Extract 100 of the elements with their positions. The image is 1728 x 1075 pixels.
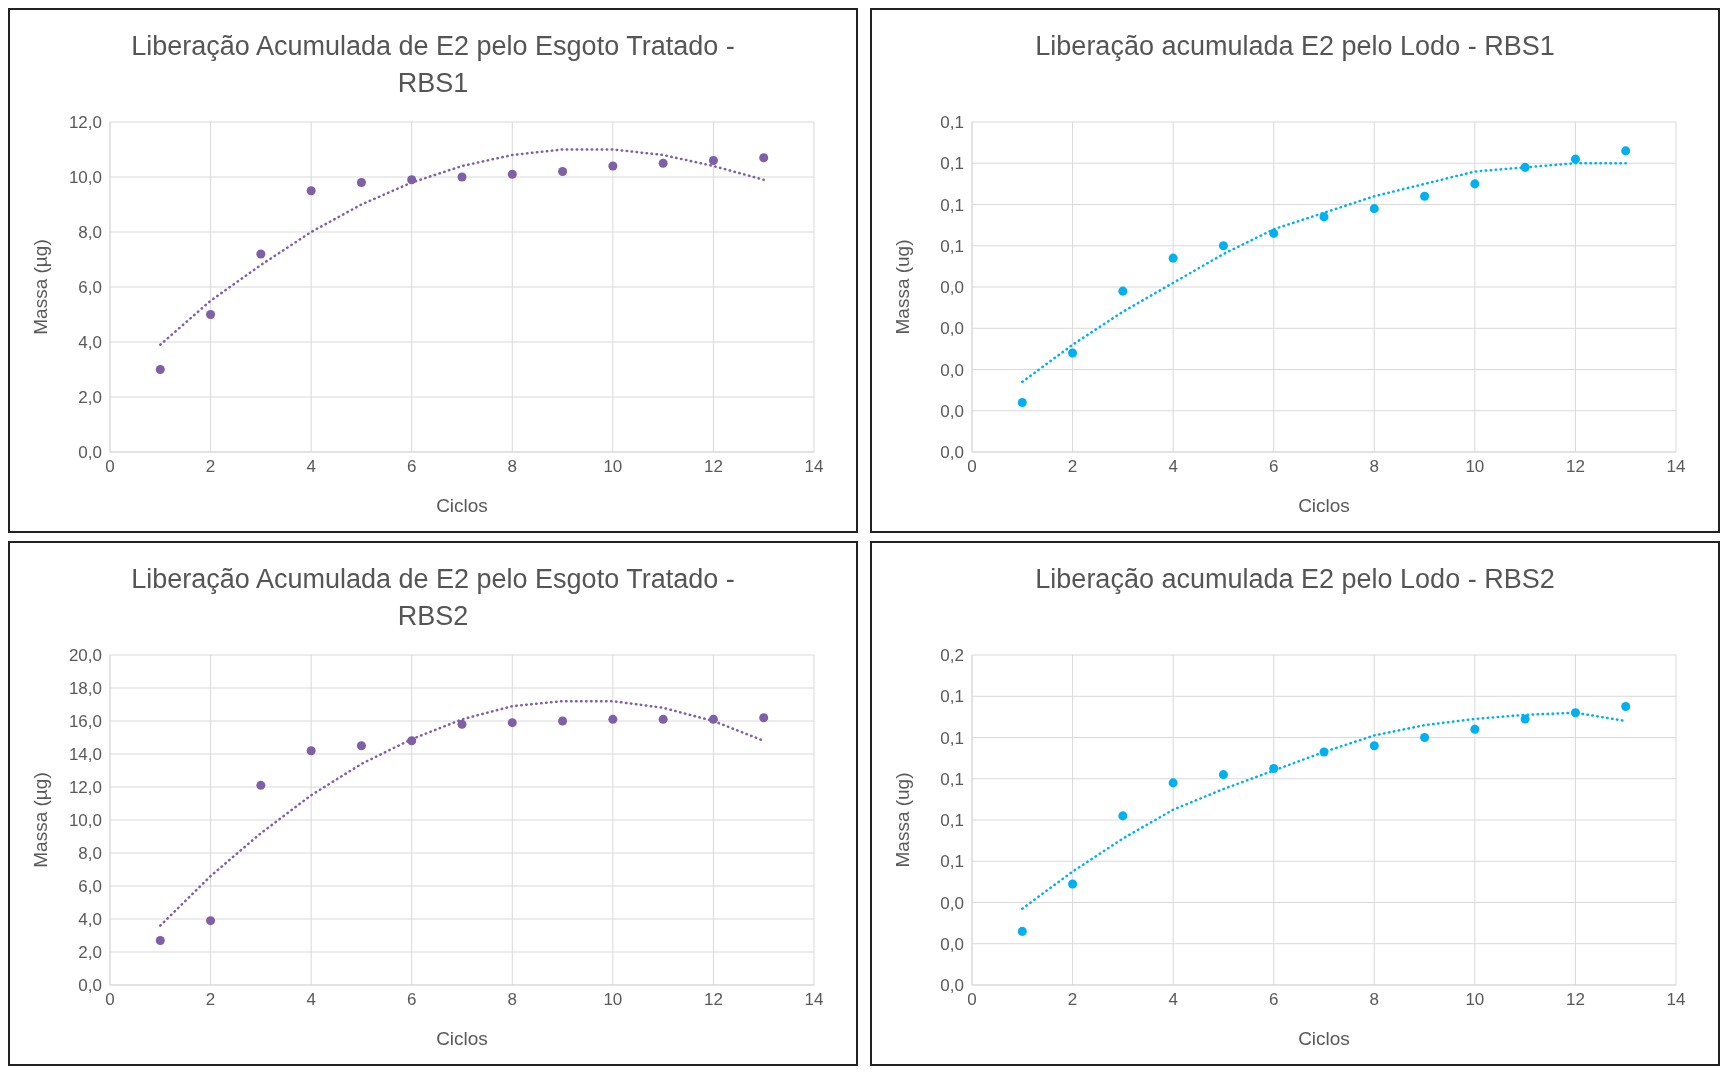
point xyxy=(356,177,366,188)
x-tick-label: 0 xyxy=(105,990,115,1010)
y-tick-label: 0,0 xyxy=(940,893,964,913)
x-tick-label: 6 xyxy=(406,457,417,477)
point xyxy=(407,736,417,746)
y-tick-label: 14,0 xyxy=(68,745,102,765)
x-tick-label: 0 xyxy=(105,457,115,477)
point xyxy=(306,746,316,756)
y-tick-label: 0,0 xyxy=(940,319,964,339)
point xyxy=(1369,741,1379,751)
point xyxy=(1017,926,1027,936)
point xyxy=(1520,714,1530,724)
point xyxy=(155,364,165,375)
x-tick-label: 12 xyxy=(703,457,723,477)
x-tick-label: 8 xyxy=(507,990,518,1010)
point xyxy=(407,175,417,185)
point xyxy=(558,166,568,177)
x-tick-label: 0 xyxy=(967,457,977,477)
line-series xyxy=(159,148,765,346)
point xyxy=(1068,879,1078,889)
x-tick-label: 10 xyxy=(1465,990,1485,1010)
point xyxy=(1168,778,1178,788)
point xyxy=(1319,212,1329,222)
y-tick-label: 4,0 xyxy=(78,910,102,930)
x-tick-label: 4 xyxy=(1168,990,1178,1010)
x-tick-label: 14 xyxy=(804,990,824,1010)
point xyxy=(1470,724,1480,734)
x-tick-label: 2 xyxy=(205,990,216,1010)
point xyxy=(1520,162,1530,172)
x-tick-label: 14 xyxy=(1666,990,1686,1010)
y-tick-label: 0,1 xyxy=(940,113,964,133)
point xyxy=(1369,204,1379,214)
x-axis-title: Ciclos xyxy=(436,1028,488,1049)
y-tick-label: 2,0 xyxy=(78,943,102,963)
point xyxy=(1068,348,1078,358)
chart-title: Liberação acumulada E2 pelo Lodo - RBS1 xyxy=(1034,30,1556,63)
y-tick-label: 0,1 xyxy=(940,769,964,789)
x-tick-label: 8 xyxy=(1369,990,1380,1010)
point xyxy=(1621,702,1631,712)
x-axis-title: Ciclos xyxy=(1298,1028,1350,1049)
y-tick-label: 0,0 xyxy=(940,976,964,996)
y-tick-label: 0,0 xyxy=(940,401,964,421)
x-tick-label: 14 xyxy=(1666,457,1686,477)
y-tick-label: 16,0 xyxy=(68,712,102,732)
y-tick-label: 10,0 xyxy=(68,811,102,831)
y-axis-title: Massa (ug) xyxy=(891,239,913,335)
point xyxy=(1269,228,1279,238)
point xyxy=(1218,770,1228,780)
x-tick-label: 4 xyxy=(306,990,316,1010)
x-tick-label: 14 xyxy=(804,457,824,477)
point xyxy=(507,718,517,728)
point xyxy=(759,713,769,723)
y-tick-label: 0,1 xyxy=(940,195,964,215)
x-tick-label: 2 xyxy=(1067,990,1078,1010)
y-axis-title: Massa (ug) xyxy=(891,772,913,868)
y-tick-label: 0,0 xyxy=(940,934,964,954)
y-axis-title: Massa (µg) xyxy=(29,239,51,335)
y-tick-label: 2,0 xyxy=(78,388,102,408)
y-axis-title: Massa (µg) xyxy=(29,772,51,868)
point xyxy=(507,169,517,179)
x-tick-label: 6 xyxy=(406,990,417,1010)
point xyxy=(1319,747,1329,757)
point xyxy=(256,249,266,259)
y-tick-label: 0,1 xyxy=(940,811,964,831)
point xyxy=(1017,397,1027,408)
y-tick-label: 4,0 xyxy=(78,333,102,353)
y-tick-label: 8,0 xyxy=(78,844,102,864)
y-tick-label: 18,0 xyxy=(68,679,102,699)
point xyxy=(356,741,366,751)
y-tick-label: 0,1 xyxy=(940,728,964,748)
x-tick-label: 12 xyxy=(703,990,723,1010)
point xyxy=(658,158,668,168)
y-tick-label: 12,0 xyxy=(68,778,102,798)
y-tick-label: 8,0 xyxy=(78,223,102,243)
chart-title: Liberação Acumulada de E2 pelo Esgoto Tratado - RBS2 xyxy=(130,563,736,633)
point xyxy=(759,153,769,163)
point xyxy=(558,716,568,726)
x-tick-label: 0 xyxy=(967,990,977,1010)
y-tick-label: 0,0 xyxy=(78,443,102,463)
x-tick-label: 2 xyxy=(1067,457,1078,477)
y-tick-label: 12,0 xyxy=(68,113,102,133)
point xyxy=(1168,253,1178,263)
x-axis-title: Ciclos xyxy=(436,495,488,516)
y-tick-label: 0,1 xyxy=(940,852,964,872)
point xyxy=(658,714,668,724)
point xyxy=(206,916,216,926)
point xyxy=(1420,732,1430,743)
chart-title: Liberação acumulada E2 pelo Lodo - RBS2 xyxy=(1034,563,1556,596)
point xyxy=(708,155,718,166)
point xyxy=(608,714,618,724)
point xyxy=(256,780,266,790)
chart-title: Liberação Acumulada de E2 pelo Esgoto Tratado - RBS1 xyxy=(130,30,736,100)
x-tick-label: 4 xyxy=(306,457,316,477)
point xyxy=(1218,241,1228,251)
x-axis-title: Ciclos xyxy=(1298,495,1350,516)
point xyxy=(1118,811,1128,821)
point xyxy=(1621,146,1631,156)
y-tick-label: 10,0 xyxy=(68,168,102,188)
point xyxy=(457,172,467,182)
y-tick-label: 0,1 xyxy=(940,236,964,256)
